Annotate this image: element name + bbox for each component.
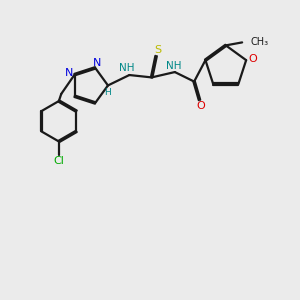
- Text: H: H: [104, 88, 111, 98]
- Text: NH: NH: [119, 64, 135, 74]
- Text: N: N: [92, 58, 101, 68]
- Text: N: N: [65, 68, 74, 78]
- Text: O: O: [196, 101, 206, 111]
- Text: O: O: [248, 54, 257, 64]
- Text: NH: NH: [166, 61, 181, 70]
- Text: S: S: [154, 45, 161, 55]
- Text: Cl: Cl: [53, 156, 64, 167]
- Text: CH₃: CH₃: [250, 38, 268, 47]
